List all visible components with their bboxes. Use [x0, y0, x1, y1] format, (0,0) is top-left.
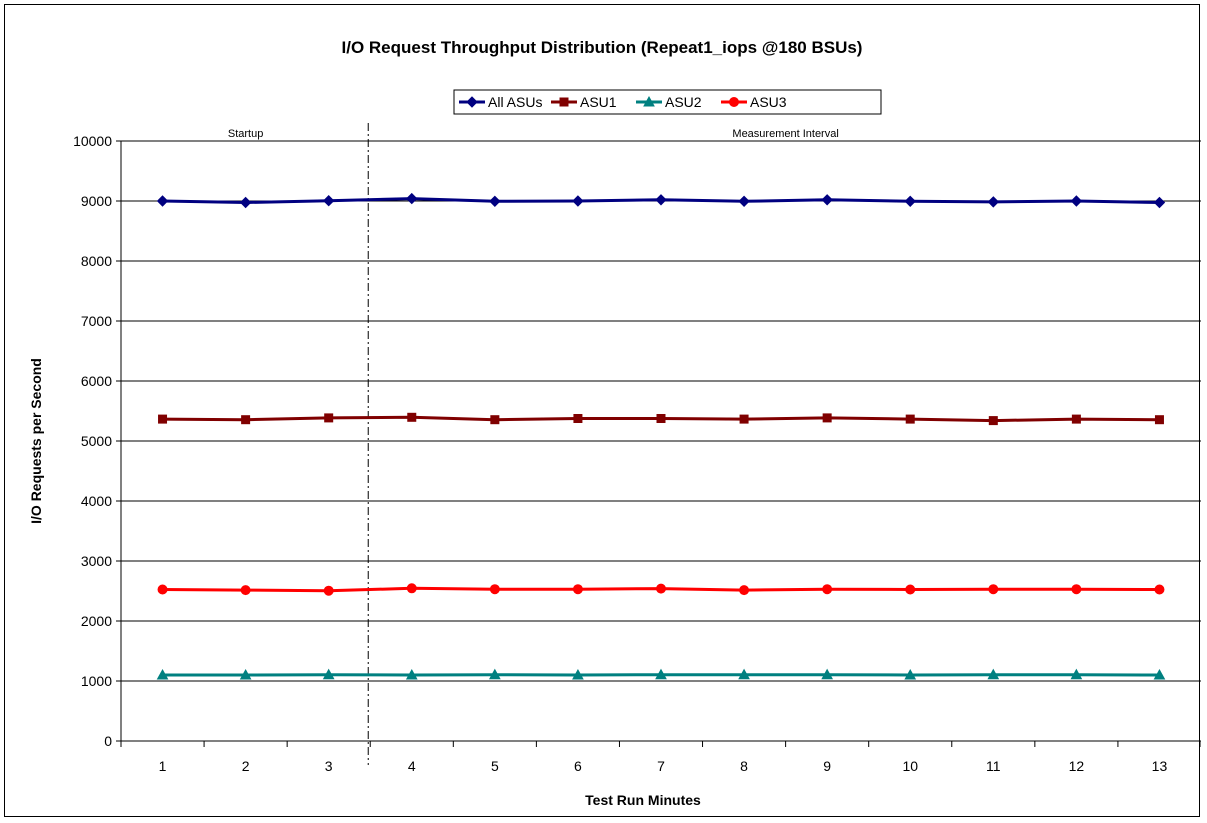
data-point-asu1: [158, 414, 168, 424]
data-point-all-asus: [904, 195, 916, 208]
x-tick-label: 10: [902, 758, 918, 774]
data-point-asu3: [905, 584, 916, 595]
data-point-asu2: [904, 668, 917, 680]
data-point-asu3: [656, 583, 666, 594]
legend-label-asu2: ASU2: [665, 94, 702, 110]
y-axis-title: I/O Requests per Second: [28, 358, 44, 524]
y-tick-label: 7000: [81, 313, 112, 329]
legend-marker-all-asus: [466, 96, 478, 108]
data-point-asu1: [822, 413, 832, 423]
data-point-asu2: [738, 668, 750, 680]
x-tick-label: 11: [986, 758, 1001, 774]
legend-label-asu1: ASU1: [580, 94, 617, 110]
data-point-all-asus: [821, 194, 833, 206]
throughput-chart: I/O Request Throughput Distribution (Rep…: [28, 38, 1202, 808]
y-tick-label: 1000: [81, 673, 112, 689]
data-point-asu2: [405, 668, 418, 680]
legend-label-asu3: ASU3: [750, 94, 787, 110]
x-tick-label: 7: [657, 758, 665, 774]
x-tick-label: 6: [574, 758, 582, 774]
data-point-asu3: [240, 585, 251, 596]
x-tick-label: 5: [491, 758, 499, 774]
data-point-asu3: [572, 584, 583, 595]
y-tick-label: 6000: [81, 373, 112, 389]
chart-title: I/O Request Throughput Distribution (Rep…: [342, 38, 863, 57]
data-point-asu1: [324, 413, 334, 423]
data-point-asu2: [1153, 668, 1166, 680]
data-point-asu1: [988, 416, 998, 426]
legend-marker-asu2: [643, 95, 655, 107]
data-point-asu3: [822, 584, 833, 595]
x-tick-label: 13: [1152, 758, 1168, 774]
phase-label-measurement: Measurement Interval: [732, 128, 838, 140]
data-point-asu2: [572, 668, 584, 680]
data-point-asu3: [489, 584, 500, 595]
data-point-asu1: [905, 414, 915, 424]
data-point-all-asus: [322, 194, 335, 207]
x-axis-title: Test Run Minutes: [585, 792, 701, 808]
data-point-all-asus: [1070, 195, 1083, 207]
x-tick-label: 12: [1069, 758, 1085, 774]
legend: All ASUs ASU1 ASU2 ASU3: [453, 89, 882, 115]
legend-marker-asu3: [729, 97, 739, 107]
y-tick-label: 8000: [81, 253, 112, 269]
legend-marker-asu1: [559, 97, 569, 107]
data-point-asu2: [655, 668, 667, 680]
data-point-asu1: [573, 414, 583, 423]
data-point-all-asus: [489, 195, 501, 208]
data-point-asu2: [987, 668, 1000, 680]
phase-label-startup: Startup: [228, 128, 263, 140]
data-point-asu3: [988, 584, 999, 595]
data-point-asu1: [1154, 415, 1164, 425]
x-tick-label: 3: [325, 758, 333, 774]
y-tick-label: 3000: [81, 553, 112, 569]
y-tick-label: 10000: [73, 133, 112, 149]
data-point-asu1: [739, 414, 749, 424]
y-tick-label: 5000: [81, 433, 112, 449]
data-point-all-asus: [987, 196, 1000, 208]
data-point-all-asus: [239, 196, 252, 209]
y-tick-label: 4000: [81, 493, 112, 509]
data-point-asu1: [407, 412, 417, 422]
data-point-all-asus: [572, 195, 584, 207]
data-point-asu2: [488, 668, 501, 680]
data-point-all-asus: [156, 195, 169, 207]
data-point-asu3: [157, 584, 168, 595]
legend-label-all-asus: All ASUs: [488, 94, 542, 110]
data-point-asu2: [1070, 668, 1083, 680]
x-tick-label: 8: [740, 758, 748, 774]
data-point-asu2: [821, 668, 834, 680]
data-point-all-asus: [738, 195, 750, 208]
chart-frame: I/O Request Throughput Distribution (Rep…: [4, 4, 1202, 817]
data-point-asu2: [239, 668, 252, 680]
data-point-asu3: [323, 585, 334, 596]
y-tick-label: 0: [104, 733, 112, 749]
x-tick-label: 1: [159, 758, 167, 774]
data-point-asu2: [322, 668, 335, 680]
data-point-asu1: [490, 415, 500, 425]
data-point-asu1: [656, 414, 666, 423]
data-point-asu2: [156, 668, 169, 680]
data-point-all-asus: [1153, 196, 1166, 209]
data-point-asu3: [1154, 584, 1165, 595]
data-point-all-asus: [406, 192, 418, 205]
data-point-asu3: [739, 585, 750, 596]
data-point-asu3: [406, 583, 417, 594]
x-tick-label: 9: [823, 758, 831, 774]
y-tick-label: 9000: [81, 193, 112, 209]
data-point-all-asus: [655, 194, 667, 206]
data-point-asu1: [241, 415, 251, 425]
legend-box: [453, 89, 882, 115]
x-tick-label: 2: [242, 758, 250, 774]
plot-area: 0 1000 2000 3000 4000 5000 6000 7000 8000 9000 100…: [73, 123, 1202, 774]
x-tick-label: 4: [408, 758, 416, 774]
y-tick-label: 2000: [81, 613, 112, 629]
data-point-asu1: [1071, 414, 1081, 424]
data-point-asu3: [1071, 584, 1082, 595]
